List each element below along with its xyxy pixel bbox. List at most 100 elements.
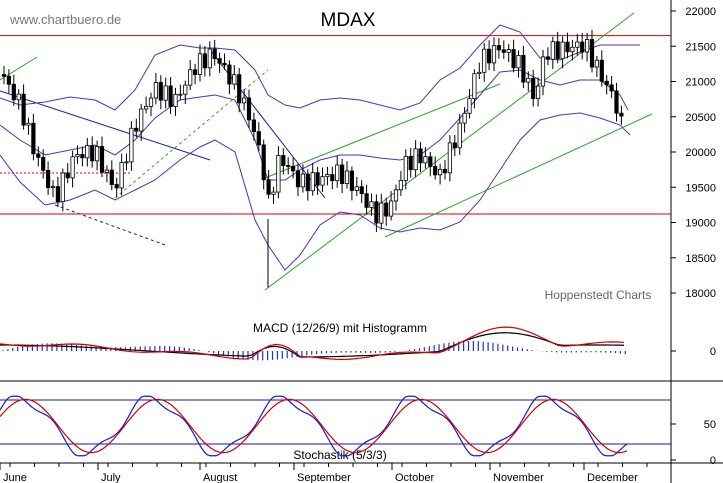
candle-body xyxy=(124,161,129,164)
candle-body xyxy=(222,62,227,66)
candle-body xyxy=(305,173,310,192)
price-tick-label: 22000 xyxy=(685,6,716,18)
candle-body xyxy=(246,97,252,121)
candle-body xyxy=(418,148,423,164)
price-tick-label: 18000 xyxy=(685,288,716,300)
candle-body xyxy=(452,142,457,149)
month-label: October xyxy=(395,472,434,483)
candle-body xyxy=(85,145,90,159)
price-tick-label: 21000 xyxy=(685,77,716,89)
candle-body xyxy=(477,71,482,75)
candle-body xyxy=(486,48,492,64)
candle-body xyxy=(540,56,546,87)
candle-body xyxy=(339,164,345,184)
candle-body xyxy=(109,169,114,185)
candle-body xyxy=(335,164,340,182)
candle-body xyxy=(526,77,531,83)
candle-body xyxy=(585,39,590,53)
candle-body xyxy=(207,48,212,69)
candle-body xyxy=(251,119,256,133)
candle-body xyxy=(369,201,374,208)
macd-line xyxy=(0,326,625,360)
candle-body xyxy=(374,201,379,224)
price-tick-label: 20500 xyxy=(685,112,716,124)
candle-body xyxy=(70,156,75,179)
candle-body xyxy=(437,168,443,176)
month-label: June xyxy=(3,472,27,483)
candle-body xyxy=(276,155,281,193)
band-upper xyxy=(0,24,640,111)
candle-body xyxy=(286,165,291,167)
candle-body xyxy=(129,127,134,163)
candle-body xyxy=(237,74,242,104)
candle-body xyxy=(36,153,41,158)
stoch-tick-label: 0 xyxy=(710,455,716,467)
source-label: Hoppenstedt Charts xyxy=(545,288,652,302)
month-label: July xyxy=(101,472,121,483)
candle-body xyxy=(256,131,261,146)
candle-body xyxy=(589,39,595,68)
candle-body xyxy=(403,155,408,181)
candle-body xyxy=(266,179,271,195)
candle-body xyxy=(50,186,56,189)
candle-body xyxy=(330,174,335,182)
candle-body xyxy=(555,41,560,60)
candle-body xyxy=(398,179,404,191)
price-axis: 18000 18500 19000 19500 20000 20500 21000 21500… xyxy=(671,6,716,300)
candle-body xyxy=(599,59,604,82)
candle-body xyxy=(300,173,306,188)
candle-body xyxy=(521,55,526,83)
price-tick-label: 20000 xyxy=(685,147,716,159)
candle-body xyxy=(570,46,575,53)
candle-body xyxy=(241,97,247,104)
channel-lower-line xyxy=(384,113,653,238)
time-axis: June July August September October November De… xyxy=(0,463,648,483)
candle-body xyxy=(295,170,301,188)
candle-body xyxy=(619,112,624,117)
candle-body xyxy=(11,83,16,101)
candle-body xyxy=(41,157,46,171)
candle-body xyxy=(506,49,511,53)
candle-body xyxy=(119,161,124,189)
stoch-d-line xyxy=(0,398,628,454)
blue-dashed-trend-line xyxy=(54,204,169,247)
candle-body xyxy=(447,142,453,174)
candle-body xyxy=(310,172,315,192)
candle-body xyxy=(46,170,51,189)
candle-body xyxy=(388,200,394,217)
candle-body xyxy=(467,98,472,114)
candle-body xyxy=(501,49,506,53)
candle-body xyxy=(261,144,266,181)
band-lower xyxy=(0,112,631,271)
candle-body xyxy=(173,93,178,107)
price-tick-label: 21500 xyxy=(685,41,716,53)
candle-body xyxy=(550,41,555,60)
candle-body xyxy=(26,122,31,126)
stoch-reference-lines xyxy=(0,399,671,445)
candle-body xyxy=(168,85,173,107)
candle-body xyxy=(320,176,325,186)
candle-body xyxy=(359,186,364,195)
candle-body xyxy=(349,170,355,191)
candle-body xyxy=(614,90,619,114)
stochastic-panel xyxy=(0,395,628,457)
candle-body xyxy=(31,122,36,155)
candle-body xyxy=(604,80,609,86)
dashed-green-line xyxy=(114,69,269,199)
candle-body xyxy=(134,127,139,132)
candle-body xyxy=(575,41,580,48)
candle-body xyxy=(153,82,158,99)
candlesticks xyxy=(1,29,624,288)
candle-body xyxy=(393,189,399,202)
watermark: www.chartbuero.de xyxy=(9,12,121,27)
candle-body xyxy=(423,156,428,164)
candle-body xyxy=(55,186,61,202)
candle-body xyxy=(95,146,100,162)
candle-body xyxy=(90,145,95,162)
candle-body xyxy=(462,112,467,124)
month-label: September xyxy=(297,472,351,483)
candle-body xyxy=(183,84,188,95)
candle-body xyxy=(212,48,217,60)
candle-body xyxy=(364,193,369,208)
